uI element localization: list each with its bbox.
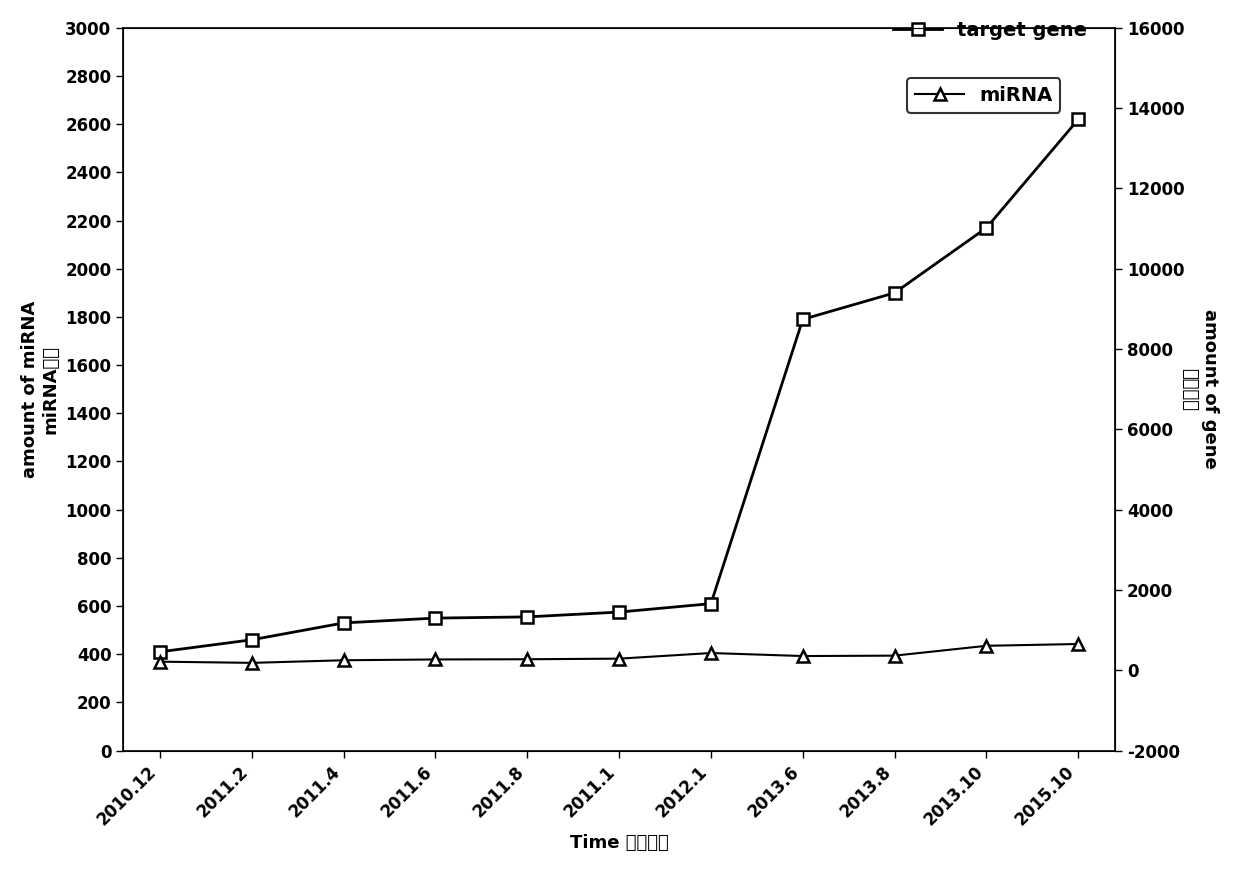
target gene [520,612,534,622]
miRNA [887,650,901,661]
Line: target gene: target gene [154,113,1085,658]
miRNA [795,650,810,661]
miRNA [428,654,443,664]
Y-axis label: amount of gene
基因数量: amount of gene 基因数量 [1180,309,1219,469]
target gene [153,647,167,657]
Y-axis label: amount of miRNA
miRNA数量: amount of miRNA miRNA数量 [21,300,60,478]
X-axis label: Time 发布时间: Time 发布时间 [569,835,668,852]
Line: miRNA: miRNA [154,638,1085,669]
miRNA [520,654,534,664]
miRNA [611,653,626,663]
target gene [980,223,994,233]
target gene [1071,114,1086,125]
target gene [611,607,626,617]
miRNA [244,657,259,668]
miRNA [980,641,994,651]
target gene [887,287,901,298]
target gene [428,613,443,623]
target gene [336,618,351,629]
miRNA [703,648,718,658]
miRNA [153,656,167,667]
target gene [703,598,718,608]
miRNA [336,655,351,665]
miRNA [1071,639,1086,650]
Legend: miRNA: miRNA [908,79,1060,113]
target gene [795,314,810,325]
target gene [244,635,259,645]
